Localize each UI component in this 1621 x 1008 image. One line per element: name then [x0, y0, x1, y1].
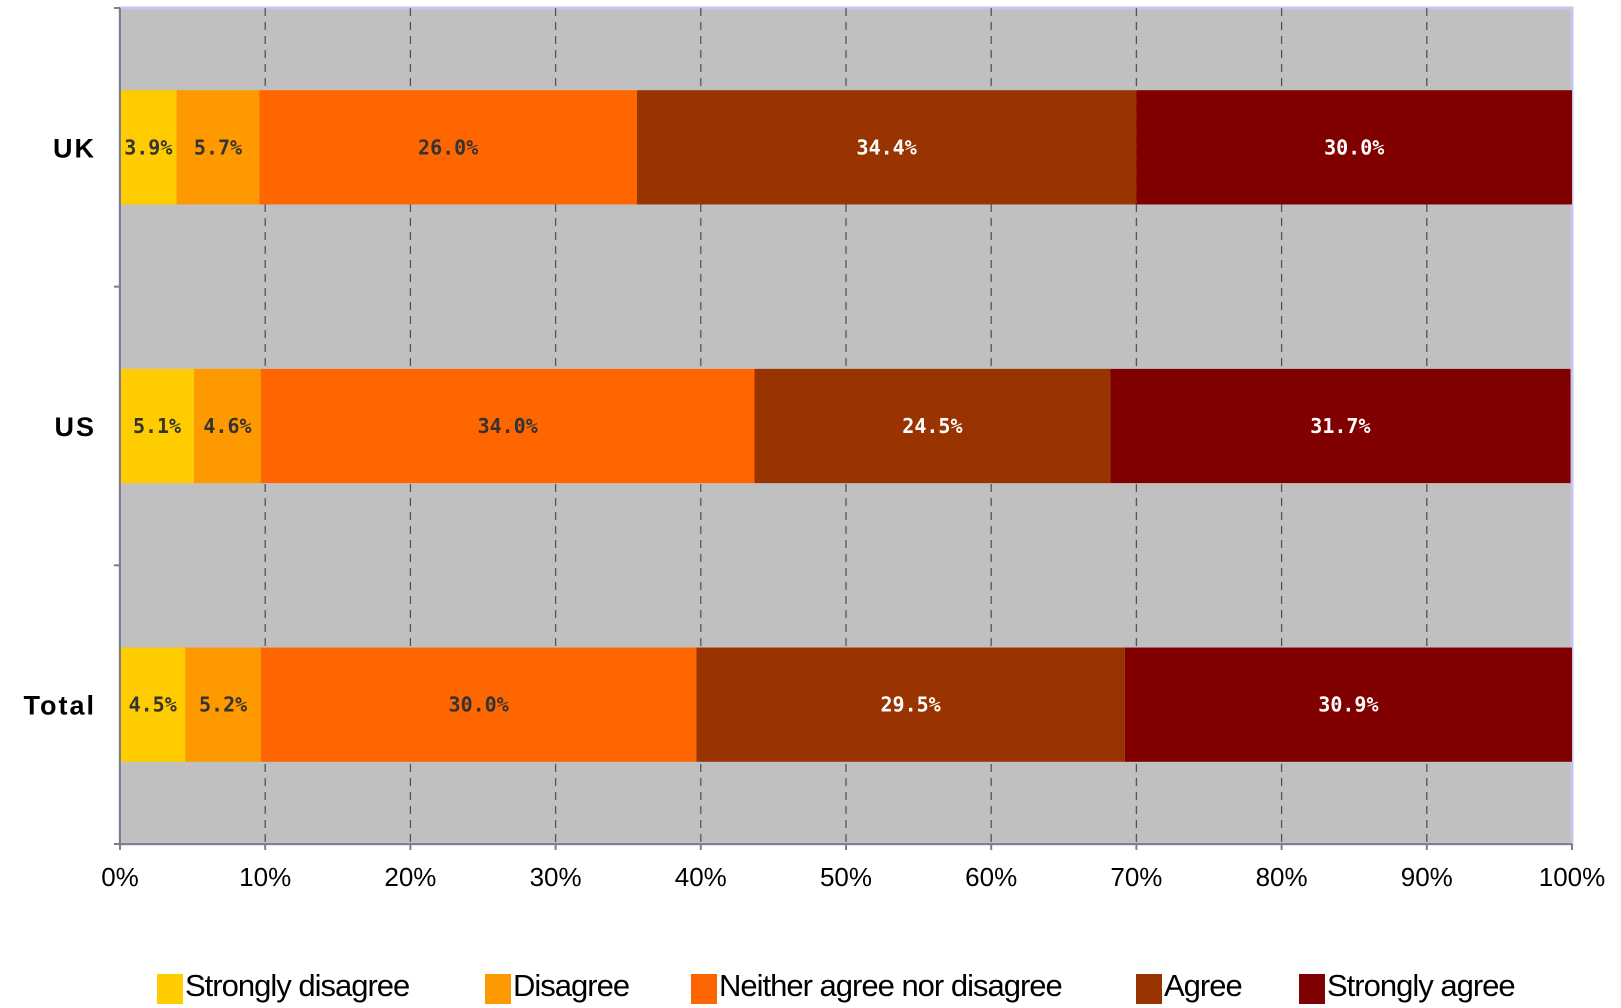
axes: UK US Total 0% 10% 20% 30% 40% 50% 60% 70% 80% 90% 10… — [24, 7, 1606, 892]
bar-segment — [1136, 90, 1572, 205]
bar-segment — [120, 90, 177, 205]
data-label: 26.0% — [418, 135, 478, 159]
legend-swatch — [1136, 974, 1162, 1004]
bar-segment — [176, 90, 260, 205]
data-label: 4.6% — [203, 414, 251, 438]
bar-segment — [696, 647, 1125, 762]
legend-item: Neither agree nor disagree — [691, 966, 1063, 1006]
data-label: 31.7% — [1310, 414, 1370, 438]
data-label: 24.5% — [902, 414, 962, 438]
category-label: Total — [24, 691, 97, 721]
category-label: UK — [53, 133, 96, 163]
legend-label: Disagree — [513, 968, 630, 1003]
legend-swatch — [1299, 974, 1325, 1004]
data-label: 30.0% — [449, 693, 509, 717]
data-label: 34.0% — [478, 414, 538, 438]
data-label: 4.5% — [129, 693, 177, 717]
legend-swatch — [691, 974, 717, 1004]
data-label: 3.9% — [124, 135, 172, 159]
stacked-bar-chart: 3.9% 5.7% 26.0% 34.4% 30.0% 5.1% 4.6% 34.0% 24.5… — [24, 6, 1606, 892]
legend-item: Strongly agree — [1299, 966, 1516, 1006]
legend-label: Neither agree nor disagree — [719, 968, 1063, 1003]
data-label: 5.7% — [194, 135, 242, 159]
legend-item: Agree — [1136, 966, 1243, 1006]
legend-label: Agree — [1164, 968, 1243, 1003]
bar-segment — [194, 368, 261, 484]
legend-item: Disagree — [485, 966, 630, 1006]
x-tick-label: 30% — [530, 862, 582, 892]
bar-segment — [120, 647, 186, 762]
data-label: 5.2% — [199, 693, 247, 717]
x-tick-label: 10% — [239, 862, 291, 892]
data-label: 34.4% — [857, 135, 917, 159]
bar-segment — [636, 90, 1137, 205]
x-tick-label: 70% — [1110, 862, 1162, 892]
bar-segment — [1110, 368, 1571, 484]
bar-segment — [259, 90, 637, 205]
legend-swatch — [157, 974, 183, 1004]
x-tick-label: 40% — [675, 862, 727, 892]
x-tick-label: 80% — [1256, 862, 1308, 892]
legend-swatch — [485, 974, 511, 1004]
legend-item: Strongly disagree — [157, 966, 410, 1006]
bar-segment — [754, 368, 1111, 484]
bar-segment — [120, 368, 195, 484]
category-label: US — [54, 412, 96, 442]
bar-segment — [1124, 647, 1572, 762]
x-tick-label: 60% — [965, 862, 1017, 892]
data-label: 30.0% — [1324, 135, 1384, 159]
x-tick-label: 50% — [820, 862, 872, 892]
x-tick-label: 90% — [1401, 862, 1453, 892]
data-label: 30.9% — [1318, 693, 1378, 717]
legend-label: Strongly disagree — [185, 968, 410, 1003]
x-tick-label: 100% — [1539, 862, 1606, 892]
legend: Strongly disagree Disagree Neither agree n… — [0, 966, 1621, 1006]
x-tick-label: 20% — [384, 862, 436, 892]
bar-segment — [260, 647, 697, 762]
bar-segment — [260, 368, 755, 484]
bar-segment — [185, 647, 261, 762]
data-label: 29.5% — [881, 693, 941, 717]
data-label: 5.1% — [133, 414, 181, 438]
x-tick-label: 0% — [101, 862, 139, 892]
legend-label: Strongly agree — [1327, 968, 1516, 1003]
bars: 3.9% 5.7% 26.0% 34.4% 30.0% 5.1% 4.6% 34.0% 24.5… — [120, 90, 1572, 762]
